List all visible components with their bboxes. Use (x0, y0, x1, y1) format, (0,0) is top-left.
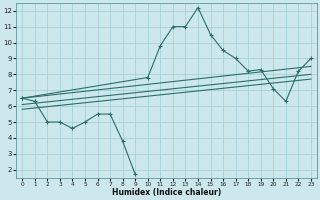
X-axis label: Humidex (Indice chaleur): Humidex (Indice chaleur) (112, 188, 221, 197)
